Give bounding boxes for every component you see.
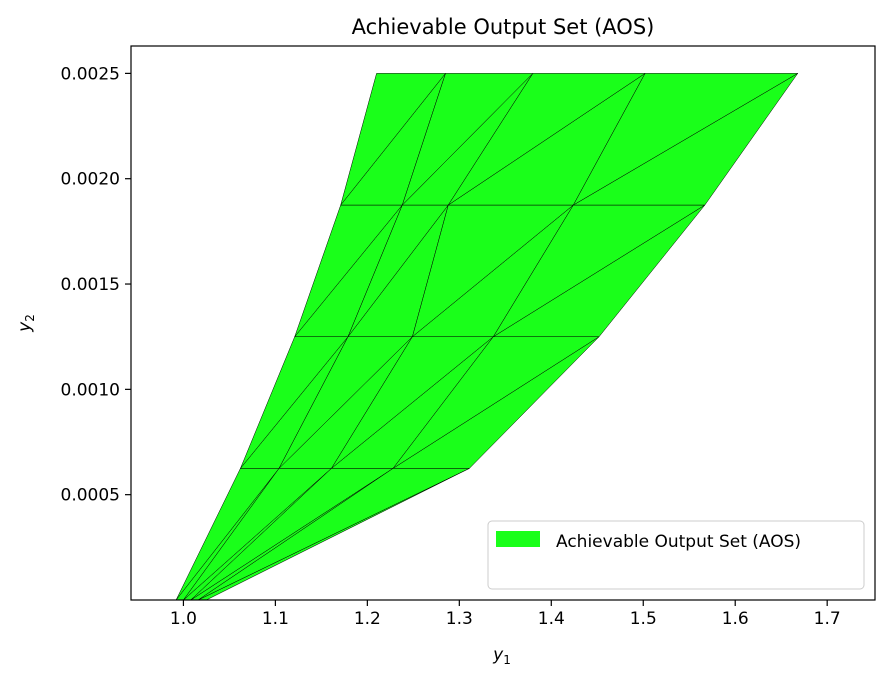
- legend-box: [487, 520, 865, 590]
- y-axis-label: y2: [15, 314, 37, 333]
- aos-triangle: [573, 73, 798, 206]
- x-axis: 1.0 1.1 1.2 1.3 1.4 1.5 1.6 1.7: [170, 600, 841, 629]
- axes-frame: [130, 45, 876, 601]
- x-tick-label: 1.6: [722, 609, 749, 629]
- y-axis-label-subscript: 2: [23, 314, 37, 322]
- x-tick-label: 1.5: [630, 609, 657, 629]
- aos-mesh: [175, 73, 798, 601]
- y-axis: 0.0005 0.0010 0.0015 0.0020 0.0025: [61, 64, 131, 506]
- x-tick-label: 1.7: [814, 609, 841, 629]
- y-tick-label: 0.0025: [61, 64, 120, 84]
- x-axis-label-subscript: 1: [503, 653, 511, 667]
- x-tick-label: 1.2: [354, 609, 381, 629]
- x-tick-label: 1.4: [538, 609, 565, 629]
- x-tick-label: 1.1: [262, 609, 289, 629]
- y-axis-label-main: y: [15, 321, 35, 333]
- y-tick-label: 0.0015: [61, 275, 120, 295]
- aos-triangle: [448, 73, 646, 206]
- aos-triangle: [340, 73, 446, 206]
- x-tick-label: 1.3: [446, 609, 473, 629]
- plot-area: [175, 73, 798, 601]
- x-axis-label-main: y: [492, 645, 504, 665]
- legend: Achievable Output Set (AOS): [487, 520, 865, 590]
- x-axis-label: y1: [492, 645, 511, 667]
- chart-title: Achievable Output Set (AOS): [352, 15, 655, 39]
- legend-label: Achievable Output Set (AOS): [556, 532, 801, 552]
- x-tick-label: 1.0: [170, 609, 197, 629]
- y-tick-label: 0.0010: [61, 380, 120, 400]
- y-tick-label: 0.0020: [61, 170, 120, 190]
- y-tick-label: 0.0005: [61, 486, 120, 506]
- legend-swatch: [496, 531, 540, 547]
- aos-triangle: [402, 73, 534, 206]
